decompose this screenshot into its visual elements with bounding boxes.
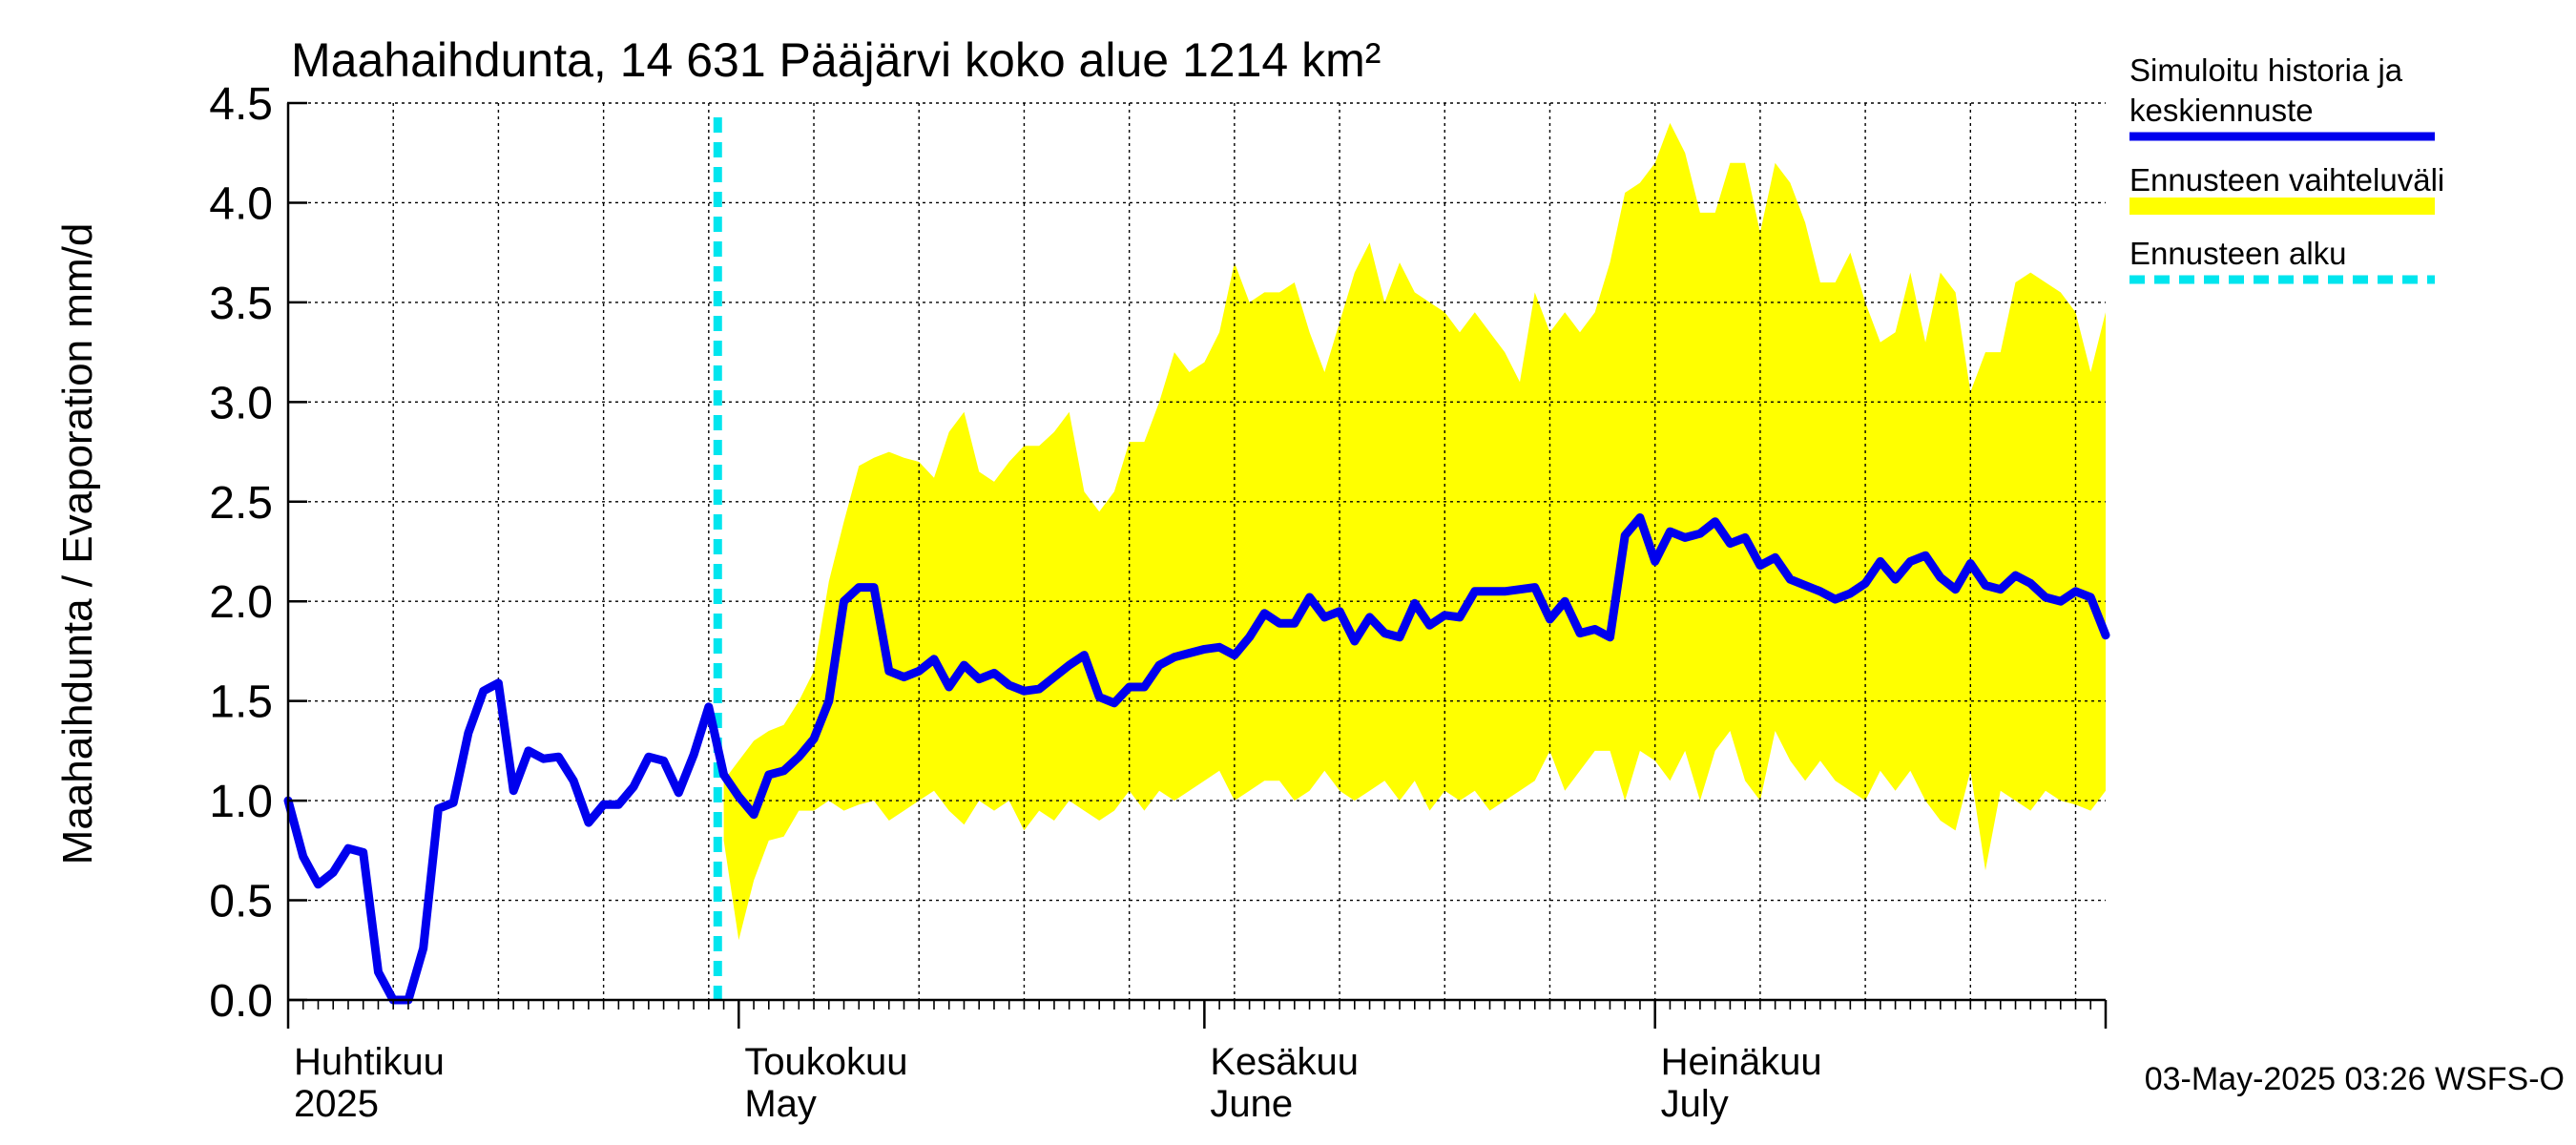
legend: Simuloitu historia ja keskiennuste Ennuste… <box>2129 52 2444 284</box>
y-axis-label: Maahaihdunta / Evaporation mm/d <box>54 223 101 865</box>
mean-line-layer <box>283 117 2110 1005</box>
axis-layer: 0.0 0.5 1.0 1.5 2.0 2.5 3.0 3.5 4.0 4.5 Huhtikuu20… <box>209 79 2108 1125</box>
x-month-label-en: May <box>744 1083 817 1125</box>
y-tick-label: 3.5 <box>209 279 273 329</box>
x-month-label: Huhtikuu <box>294 1041 445 1083</box>
x-month-label: Kesäkuu <box>1210 1041 1359 1083</box>
x-month-label-en: 2025 <box>294 1083 379 1125</box>
forecast-range-band <box>723 122 2106 941</box>
y-tick-label: 0.0 <box>209 976 273 1027</box>
y-tick-label: 0.5 <box>209 877 273 927</box>
y-tick-label: 4.0 <box>209 178 273 229</box>
footer-timestamp: 03-May-2025 03:26 WSFS-O <box>2145 1061 2565 1097</box>
forecast-range-band-layer <box>723 122 2106 941</box>
x-month-label: Heinäkuu <box>1661 1041 1822 1083</box>
y-tick-label: 2.5 <box>209 478 273 529</box>
y-tick-label: 4.5 <box>209 79 273 130</box>
x-month-label: Toukokuu <box>744 1041 907 1083</box>
mean-line <box>283 513 2110 1005</box>
legend-label-range: Ennusteen vaihteluväli <box>2129 162 2444 198</box>
y-tick-label: 2.0 <box>209 577 273 628</box>
y-tick-label: 3.0 <box>209 378 273 428</box>
x-month-label-en: July <box>1661 1083 1729 1125</box>
grid-layer <box>288 102 2106 1001</box>
legend-label-forecast-start: Ennusteen alku <box>2129 236 2347 271</box>
legend-label-history-2: keskiennuste <box>2129 93 2314 128</box>
y-tick-label: 1.5 <box>209 677 273 728</box>
y-tick-label: 1.0 <box>209 777 273 827</box>
x-month-label-en: June <box>1210 1083 1293 1125</box>
legend-label-history: Simuloitu historia ja <box>2129 52 2403 88</box>
chart-title: Maahaihdunta, 14 631 Pääjärvi koko alue … <box>291 33 1381 87</box>
